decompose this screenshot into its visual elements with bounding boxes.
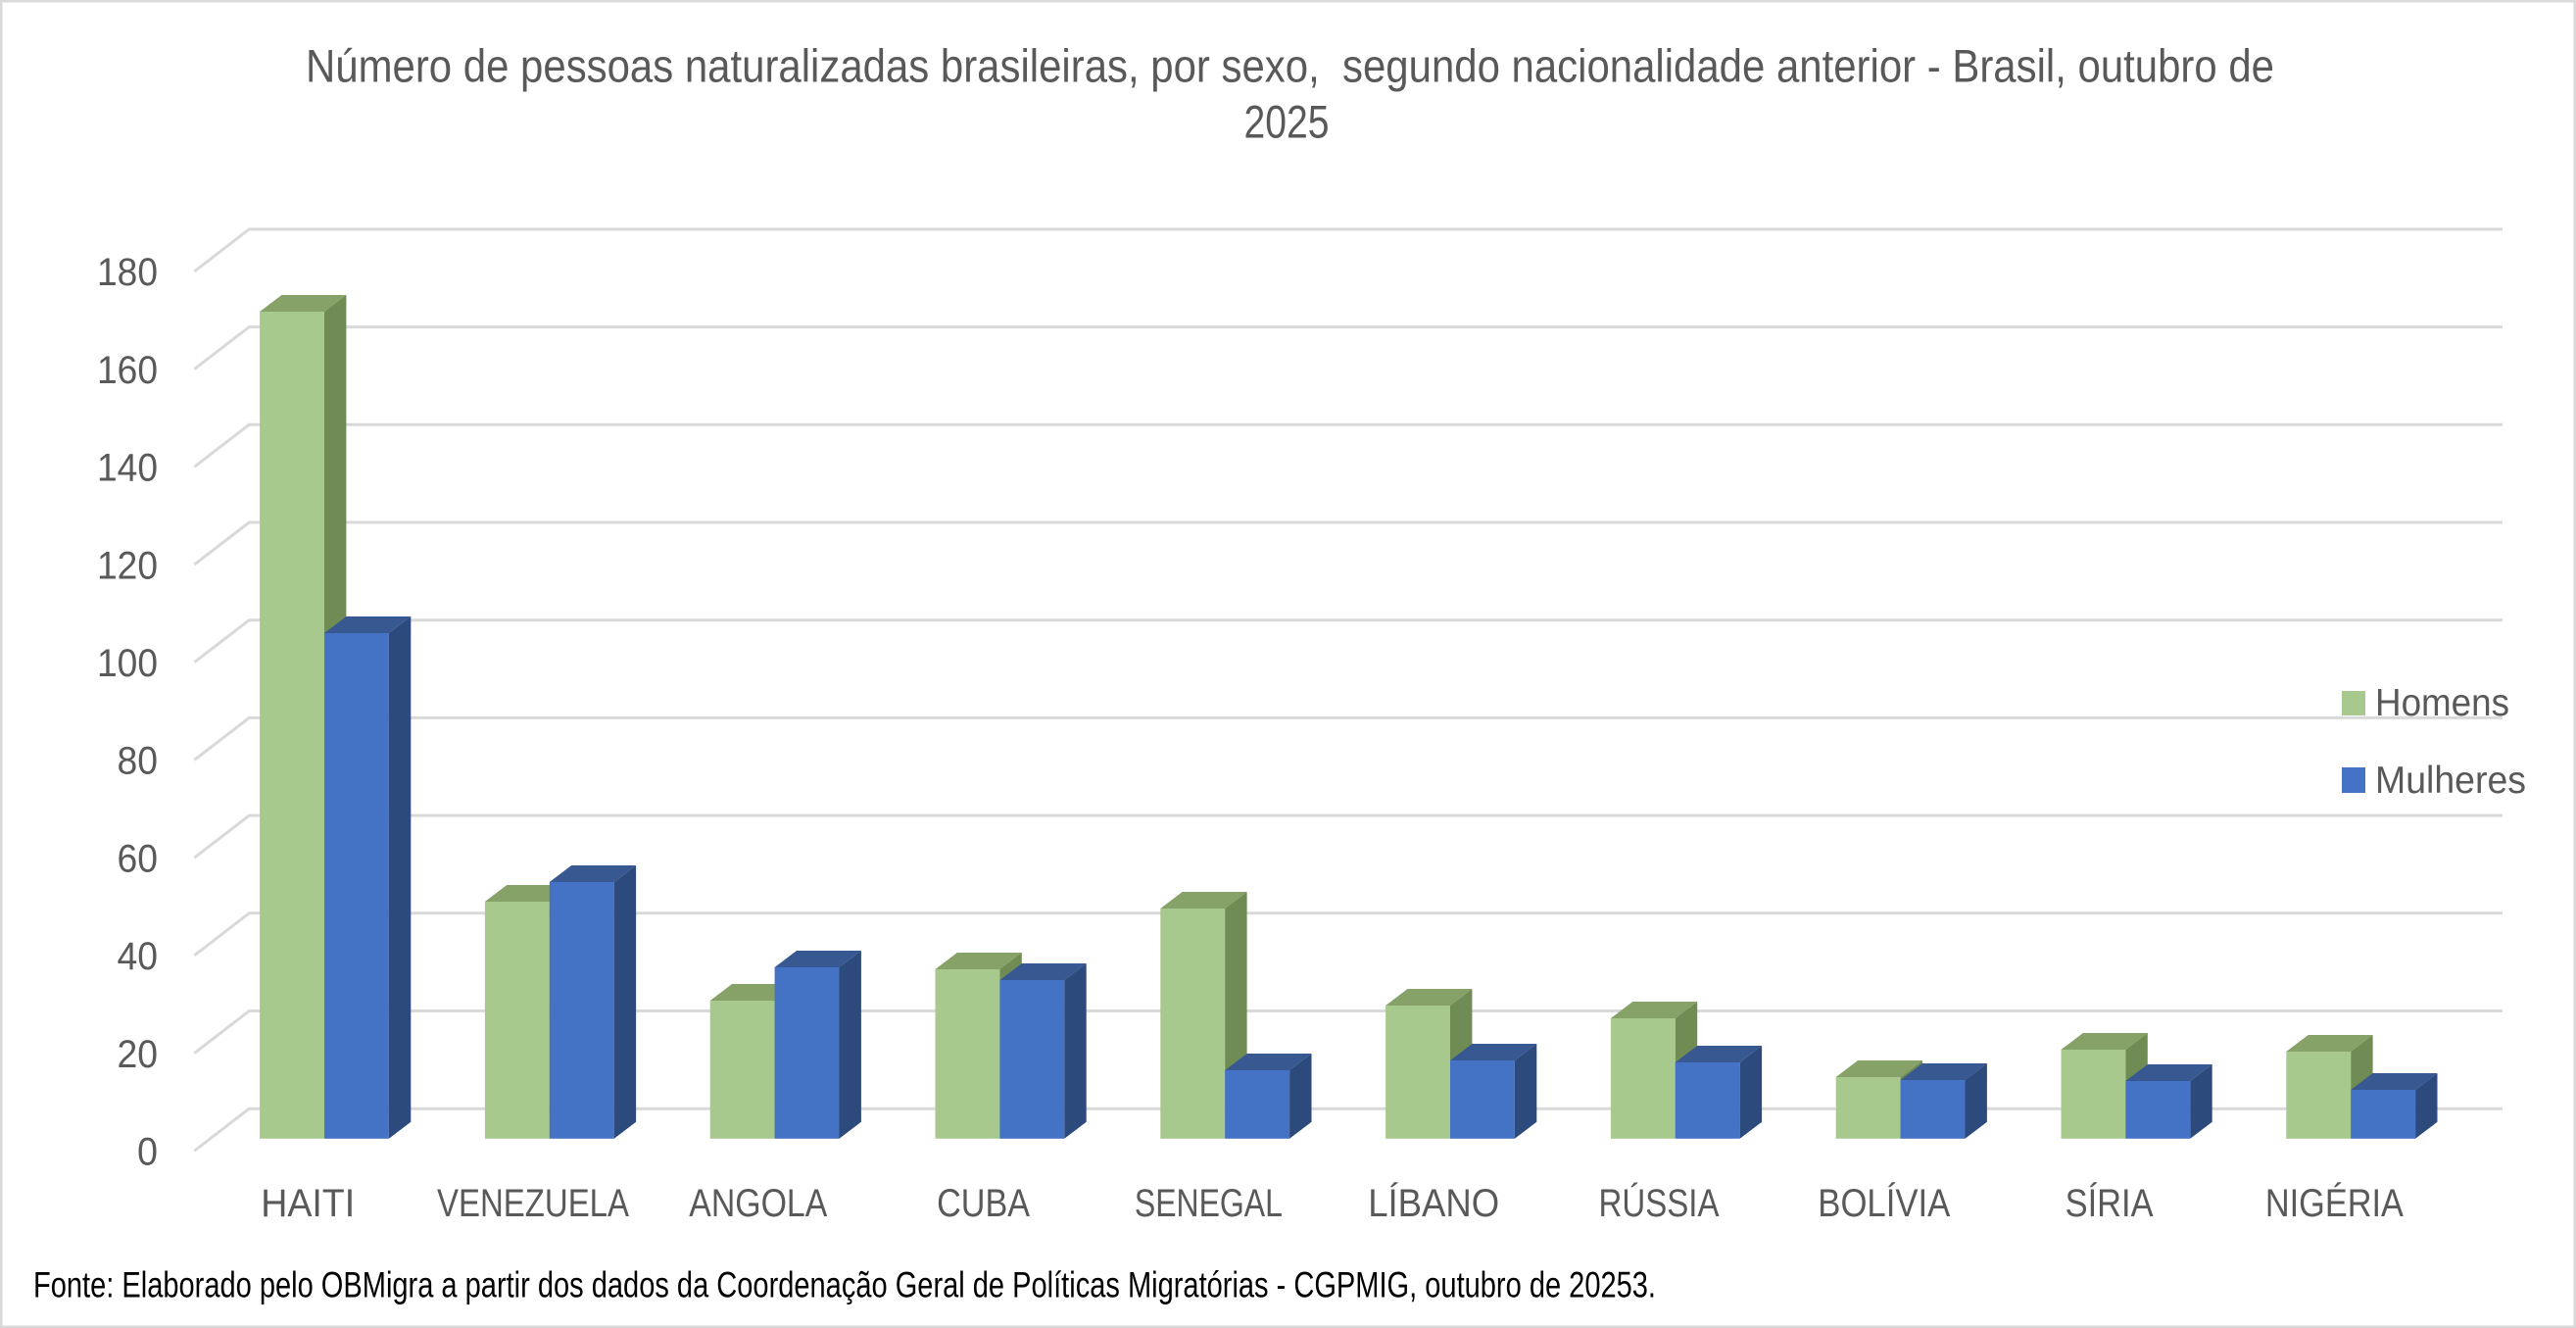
svg-text:RÚSSIA: RÚSSIA [1599, 1181, 1720, 1225]
svg-text:140: 140 [97, 447, 158, 490]
svg-text:100: 100 [97, 642, 158, 685]
svg-text:120: 120 [97, 544, 158, 587]
svg-text:160: 160 [97, 349, 158, 392]
svg-text:40: 40 [118, 935, 159, 978]
svg-text:180: 180 [97, 251, 158, 294]
svg-text:60: 60 [118, 837, 159, 880]
svg-text:2025: 2025 [1244, 95, 1330, 147]
svg-text:Número de pessoas naturalizada: Número de pessoas naturalizadas brasilei… [306, 40, 2274, 92]
svg-text:BOLÍVIA: BOLÍVIA [1818, 1181, 1950, 1225]
svg-text:80: 80 [118, 740, 159, 783]
svg-text:Mulheres: Mulheres [2375, 760, 2526, 802]
svg-text:Homens: Homens [2375, 682, 2509, 724]
svg-text:NIGÉRIA: NIGÉRIA [2265, 1181, 2404, 1225]
svg-text:ANGOLA: ANGOLA [689, 1182, 827, 1225]
svg-text:SÍRIA: SÍRIA [2066, 1181, 2154, 1225]
svg-text:VENEZUELA: VENEZUELA [437, 1182, 629, 1225]
svg-text:20: 20 [118, 1033, 159, 1076]
svg-text:SENEGAL: SENEGAL [1135, 1182, 1283, 1225]
svg-text:0: 0 [137, 1131, 158, 1174]
svg-text:LÍBANO: LÍBANO [1368, 1181, 1499, 1225]
svg-text:Fonte: Elaborado pelo OBMigra: Fonte: Elaborado pelo OBMigra a partir d… [33, 1263, 1656, 1304]
svg-text:CUBA: CUBA [937, 1182, 1030, 1225]
svg-text:HAITI: HAITI [261, 1182, 355, 1225]
